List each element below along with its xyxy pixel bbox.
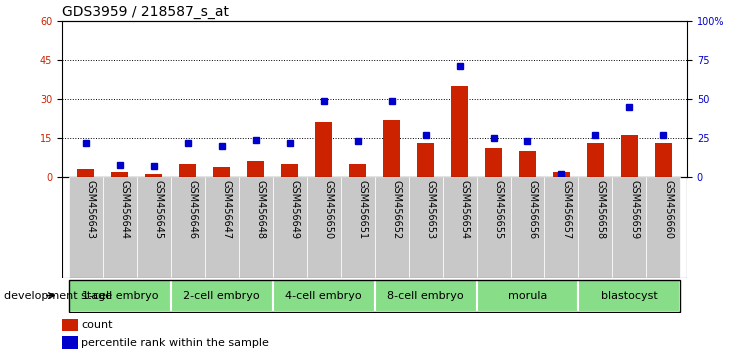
Bar [621,136,638,177]
Bar [349,164,366,177]
Bar [103,177,137,278]
Bar [646,177,681,278]
Text: 8-cell embryo: 8-cell embryo [387,291,464,301]
FancyBboxPatch shape [477,280,578,312]
Bar [510,177,545,278]
Text: GDS3959 / 218587_s_at: GDS3959 / 218587_s_at [62,5,229,19]
Bar [587,143,604,177]
Text: GSM456654: GSM456654 [460,180,469,239]
Bar [111,172,129,177]
Bar [307,177,341,278]
Text: GSM456658: GSM456658 [596,180,605,239]
Bar [281,164,298,177]
Text: 2-cell embryo: 2-cell embryo [183,291,260,301]
Text: GSM456649: GSM456649 [289,180,300,239]
Bar [519,151,536,177]
Text: GSM456657: GSM456657 [561,180,572,239]
Bar [409,177,442,278]
Bar [213,167,230,177]
Text: GSM456643: GSM456643 [86,180,96,239]
Text: blastocyst: blastocyst [601,291,658,301]
Text: GSM456646: GSM456646 [188,180,198,239]
Bar [545,177,578,278]
FancyBboxPatch shape [171,280,273,312]
Text: morula: morula [508,291,548,301]
Text: GSM456659: GSM456659 [629,180,640,239]
Bar [171,177,205,278]
Bar [69,177,103,278]
Text: 4-cell embryo: 4-cell embryo [285,291,362,301]
Bar [553,172,570,177]
Text: GSM456645: GSM456645 [154,180,164,239]
Bar [655,143,672,177]
Text: GSM456652: GSM456652 [392,180,401,239]
Bar [205,177,239,278]
Bar [417,143,434,177]
Text: GSM456647: GSM456647 [221,180,232,239]
Bar [375,177,409,278]
Bar [613,177,646,278]
Text: GSM456656: GSM456656 [528,180,537,239]
Bar [383,120,400,177]
Bar [485,148,502,177]
Text: GSM456650: GSM456650 [324,180,333,239]
Bar [273,177,307,278]
Text: 1-cell embryo: 1-cell embryo [82,291,158,301]
FancyBboxPatch shape [375,280,477,312]
Bar [451,86,468,177]
Bar [62,336,77,349]
Bar [315,122,332,177]
FancyBboxPatch shape [578,280,681,312]
FancyBboxPatch shape [273,280,375,312]
Text: GSM456653: GSM456653 [425,180,436,239]
Bar [247,161,264,177]
Bar [62,319,77,331]
Text: GSM456648: GSM456648 [256,180,266,239]
Bar [77,169,94,177]
Text: GSM456651: GSM456651 [357,180,368,239]
Text: percentile rank within the sample: percentile rank within the sample [81,338,269,348]
Text: GSM456655: GSM456655 [493,180,504,239]
Bar [179,164,197,177]
Text: GSM456644: GSM456644 [120,180,130,239]
FancyBboxPatch shape [69,280,171,312]
Text: GSM456660: GSM456660 [663,180,673,239]
Bar [137,177,171,278]
Text: count: count [81,320,113,330]
Bar [578,177,613,278]
Bar [442,177,477,278]
Text: development stage: development stage [4,291,112,301]
Bar [341,177,374,278]
Bar [477,177,510,278]
Bar [145,175,162,177]
Bar [239,177,273,278]
